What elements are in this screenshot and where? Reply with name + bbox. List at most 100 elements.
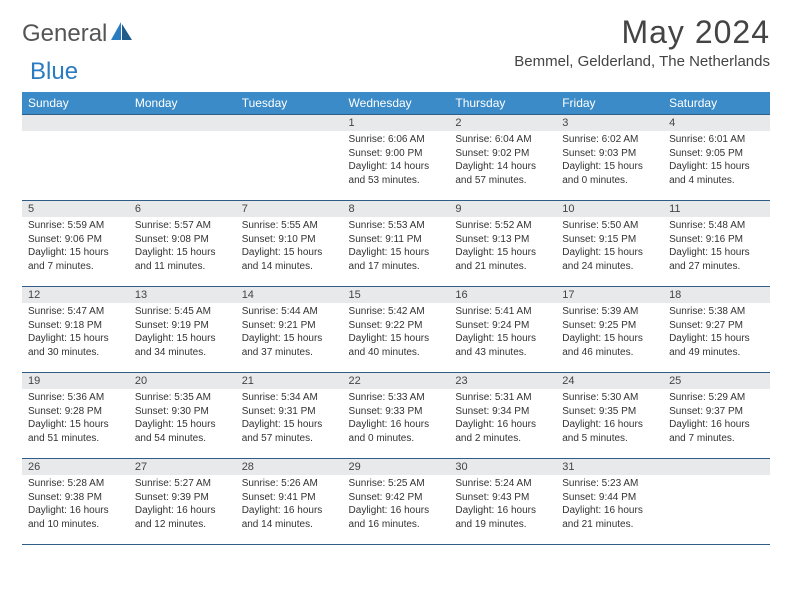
day-number: 19 — [22, 373, 129, 389]
sunrise-line: Sunrise: 6:04 AM — [455, 133, 550, 147]
daylight-line: Daylight: 15 hours and 34 minutes. — [135, 332, 230, 359]
sunset-line: Sunset: 9:27 PM — [669, 319, 764, 333]
sunrise-line: Sunrise: 6:06 AM — [349, 133, 444, 147]
day-header: Monday — [129, 92, 236, 115]
day-number: 28 — [236, 459, 343, 475]
day-number — [236, 115, 343, 131]
sunset-line: Sunset: 9:44 PM — [562, 491, 657, 505]
day-cell: 2Sunrise: 6:04 AMSunset: 9:02 PMDaylight… — [449, 115, 556, 201]
daylight-line: Daylight: 16 hours and 0 minutes. — [349, 418, 444, 445]
day-header-row: Sunday Monday Tuesday Wednesday Thursday… — [22, 92, 770, 115]
daylight-line: Daylight: 16 hours and 12 minutes. — [135, 504, 230, 531]
day-cell: 26Sunrise: 5:28 AMSunset: 9:38 PMDayligh… — [22, 459, 129, 545]
day-content: Sunrise: 5:27 AMSunset: 9:39 PMDaylight:… — [129, 475, 236, 535]
day-number: 10 — [556, 201, 663, 217]
day-content: Sunrise: 5:39 AMSunset: 9:25 PMDaylight:… — [556, 303, 663, 363]
sunrise-line: Sunrise: 5:35 AM — [135, 391, 230, 405]
daylight-line: Daylight: 15 hours and 0 minutes. — [562, 160, 657, 187]
sunset-line: Sunset: 9:05 PM — [669, 147, 764, 161]
day-content: Sunrise: 6:01 AMSunset: 9:05 PMDaylight:… — [663, 131, 770, 191]
day-content: Sunrise: 5:25 AMSunset: 9:42 PMDaylight:… — [343, 475, 450, 535]
daylight-line: Daylight: 16 hours and 7 minutes. — [669, 418, 764, 445]
sunset-line: Sunset: 9:06 PM — [28, 233, 123, 247]
sunrise-line: Sunrise: 5:42 AM — [349, 305, 444, 319]
day-cell: 5Sunrise: 5:59 AMSunset: 9:06 PMDaylight… — [22, 201, 129, 287]
sunrise-line: Sunrise: 5:30 AM — [562, 391, 657, 405]
day-cell: 8Sunrise: 5:53 AMSunset: 9:11 PMDaylight… — [343, 201, 450, 287]
daylight-line: Daylight: 16 hours and 10 minutes. — [28, 504, 123, 531]
daylight-line: Daylight: 15 hours and 27 minutes. — [669, 246, 764, 273]
sunrise-line: Sunrise: 5:31 AM — [455, 391, 550, 405]
sunrise-line: Sunrise: 5:27 AM — [135, 477, 230, 491]
day-number: 29 — [343, 459, 450, 475]
day-number: 5 — [22, 201, 129, 217]
sunset-line: Sunset: 9:31 PM — [242, 405, 337, 419]
day-cell — [236, 115, 343, 201]
day-content: Sunrise: 5:42 AMSunset: 9:22 PMDaylight:… — [343, 303, 450, 363]
day-cell — [663, 459, 770, 545]
day-cell: 21Sunrise: 5:34 AMSunset: 9:31 PMDayligh… — [236, 373, 343, 459]
day-number: 25 — [663, 373, 770, 389]
day-number: 21 — [236, 373, 343, 389]
day-cell: 3Sunrise: 6:02 AMSunset: 9:03 PMDaylight… — [556, 115, 663, 201]
day-cell: 4Sunrise: 6:01 AMSunset: 9:05 PMDaylight… — [663, 115, 770, 201]
sunset-line: Sunset: 9:34 PM — [455, 405, 550, 419]
day-number — [129, 115, 236, 131]
week-row: 19Sunrise: 5:36 AMSunset: 9:28 PMDayligh… — [22, 373, 770, 459]
calendar-table: Sunday Monday Tuesday Wednesday Thursday… — [22, 92, 770, 545]
daylight-line: Daylight: 15 hours and 30 minutes. — [28, 332, 123, 359]
day-content: Sunrise: 5:47 AMSunset: 9:18 PMDaylight:… — [22, 303, 129, 363]
day-content: Sunrise: 5:59 AMSunset: 9:06 PMDaylight:… — [22, 217, 129, 277]
day-number: 24 — [556, 373, 663, 389]
day-cell: 22Sunrise: 5:33 AMSunset: 9:33 PMDayligh… — [343, 373, 450, 459]
logo-text-blue: Blue — [30, 58, 78, 86]
sunset-line: Sunset: 9:38 PM — [28, 491, 123, 505]
week-row: 5Sunrise: 5:59 AMSunset: 9:06 PMDaylight… — [22, 201, 770, 287]
logo-text-general: General — [22, 20, 107, 48]
day-number: 4 — [663, 115, 770, 131]
daylight-line: Daylight: 16 hours and 16 minutes. — [349, 504, 444, 531]
day-number: 30 — [449, 459, 556, 475]
logo-sail-icon — [111, 22, 133, 47]
day-number: 1 — [343, 115, 450, 131]
sunset-line: Sunset: 9:03 PM — [562, 147, 657, 161]
sunset-line: Sunset: 9:19 PM — [135, 319, 230, 333]
day-cell: 13Sunrise: 5:45 AMSunset: 9:19 PMDayligh… — [129, 287, 236, 373]
sunset-line: Sunset: 9:10 PM — [242, 233, 337, 247]
day-number: 18 — [663, 287, 770, 303]
daylight-line: Daylight: 15 hours and 46 minutes. — [562, 332, 657, 359]
sunset-line: Sunset: 9:00 PM — [349, 147, 444, 161]
sunset-line: Sunset: 9:35 PM — [562, 405, 657, 419]
day-number: 9 — [449, 201, 556, 217]
day-number: 14 — [236, 287, 343, 303]
day-header: Tuesday — [236, 92, 343, 115]
day-cell: 14Sunrise: 5:44 AMSunset: 9:21 PMDayligh… — [236, 287, 343, 373]
logo: General — [22, 14, 135, 48]
daylight-line: Daylight: 15 hours and 11 minutes. — [135, 246, 230, 273]
daylight-line: Daylight: 15 hours and 49 minutes. — [669, 332, 764, 359]
sunrise-line: Sunrise: 5:45 AM — [135, 305, 230, 319]
sunset-line: Sunset: 9:16 PM — [669, 233, 764, 247]
day-cell: 28Sunrise: 5:26 AMSunset: 9:41 PMDayligh… — [236, 459, 343, 545]
daylight-line: Daylight: 15 hours and 4 minutes. — [669, 160, 764, 187]
day-content: Sunrise: 5:57 AMSunset: 9:08 PMDaylight:… — [129, 217, 236, 277]
sunset-line: Sunset: 9:39 PM — [135, 491, 230, 505]
sunrise-line: Sunrise: 5:55 AM — [242, 219, 337, 233]
day-content: Sunrise: 5:33 AMSunset: 9:33 PMDaylight:… — [343, 389, 450, 449]
day-content: Sunrise: 5:41 AMSunset: 9:24 PMDaylight:… — [449, 303, 556, 363]
day-number: 12 — [22, 287, 129, 303]
sunrise-line: Sunrise: 5:57 AM — [135, 219, 230, 233]
sunset-line: Sunset: 9:08 PM — [135, 233, 230, 247]
sunrise-line: Sunrise: 5:39 AM — [562, 305, 657, 319]
day-content: Sunrise: 5:48 AMSunset: 9:16 PMDaylight:… — [663, 217, 770, 277]
sunrise-line: Sunrise: 5:38 AM — [669, 305, 764, 319]
sunrise-line: Sunrise: 5:28 AM — [28, 477, 123, 491]
sunrise-line: Sunrise: 5:48 AM — [669, 219, 764, 233]
day-header: Wednesday — [343, 92, 450, 115]
day-number: 20 — [129, 373, 236, 389]
daylight-line: Daylight: 15 hours and 14 minutes. — [242, 246, 337, 273]
sunset-line: Sunset: 9:24 PM — [455, 319, 550, 333]
day-content: Sunrise: 5:52 AMSunset: 9:13 PMDaylight:… — [449, 217, 556, 277]
day-number: 17 — [556, 287, 663, 303]
daylight-line: Daylight: 15 hours and 57 minutes. — [242, 418, 337, 445]
